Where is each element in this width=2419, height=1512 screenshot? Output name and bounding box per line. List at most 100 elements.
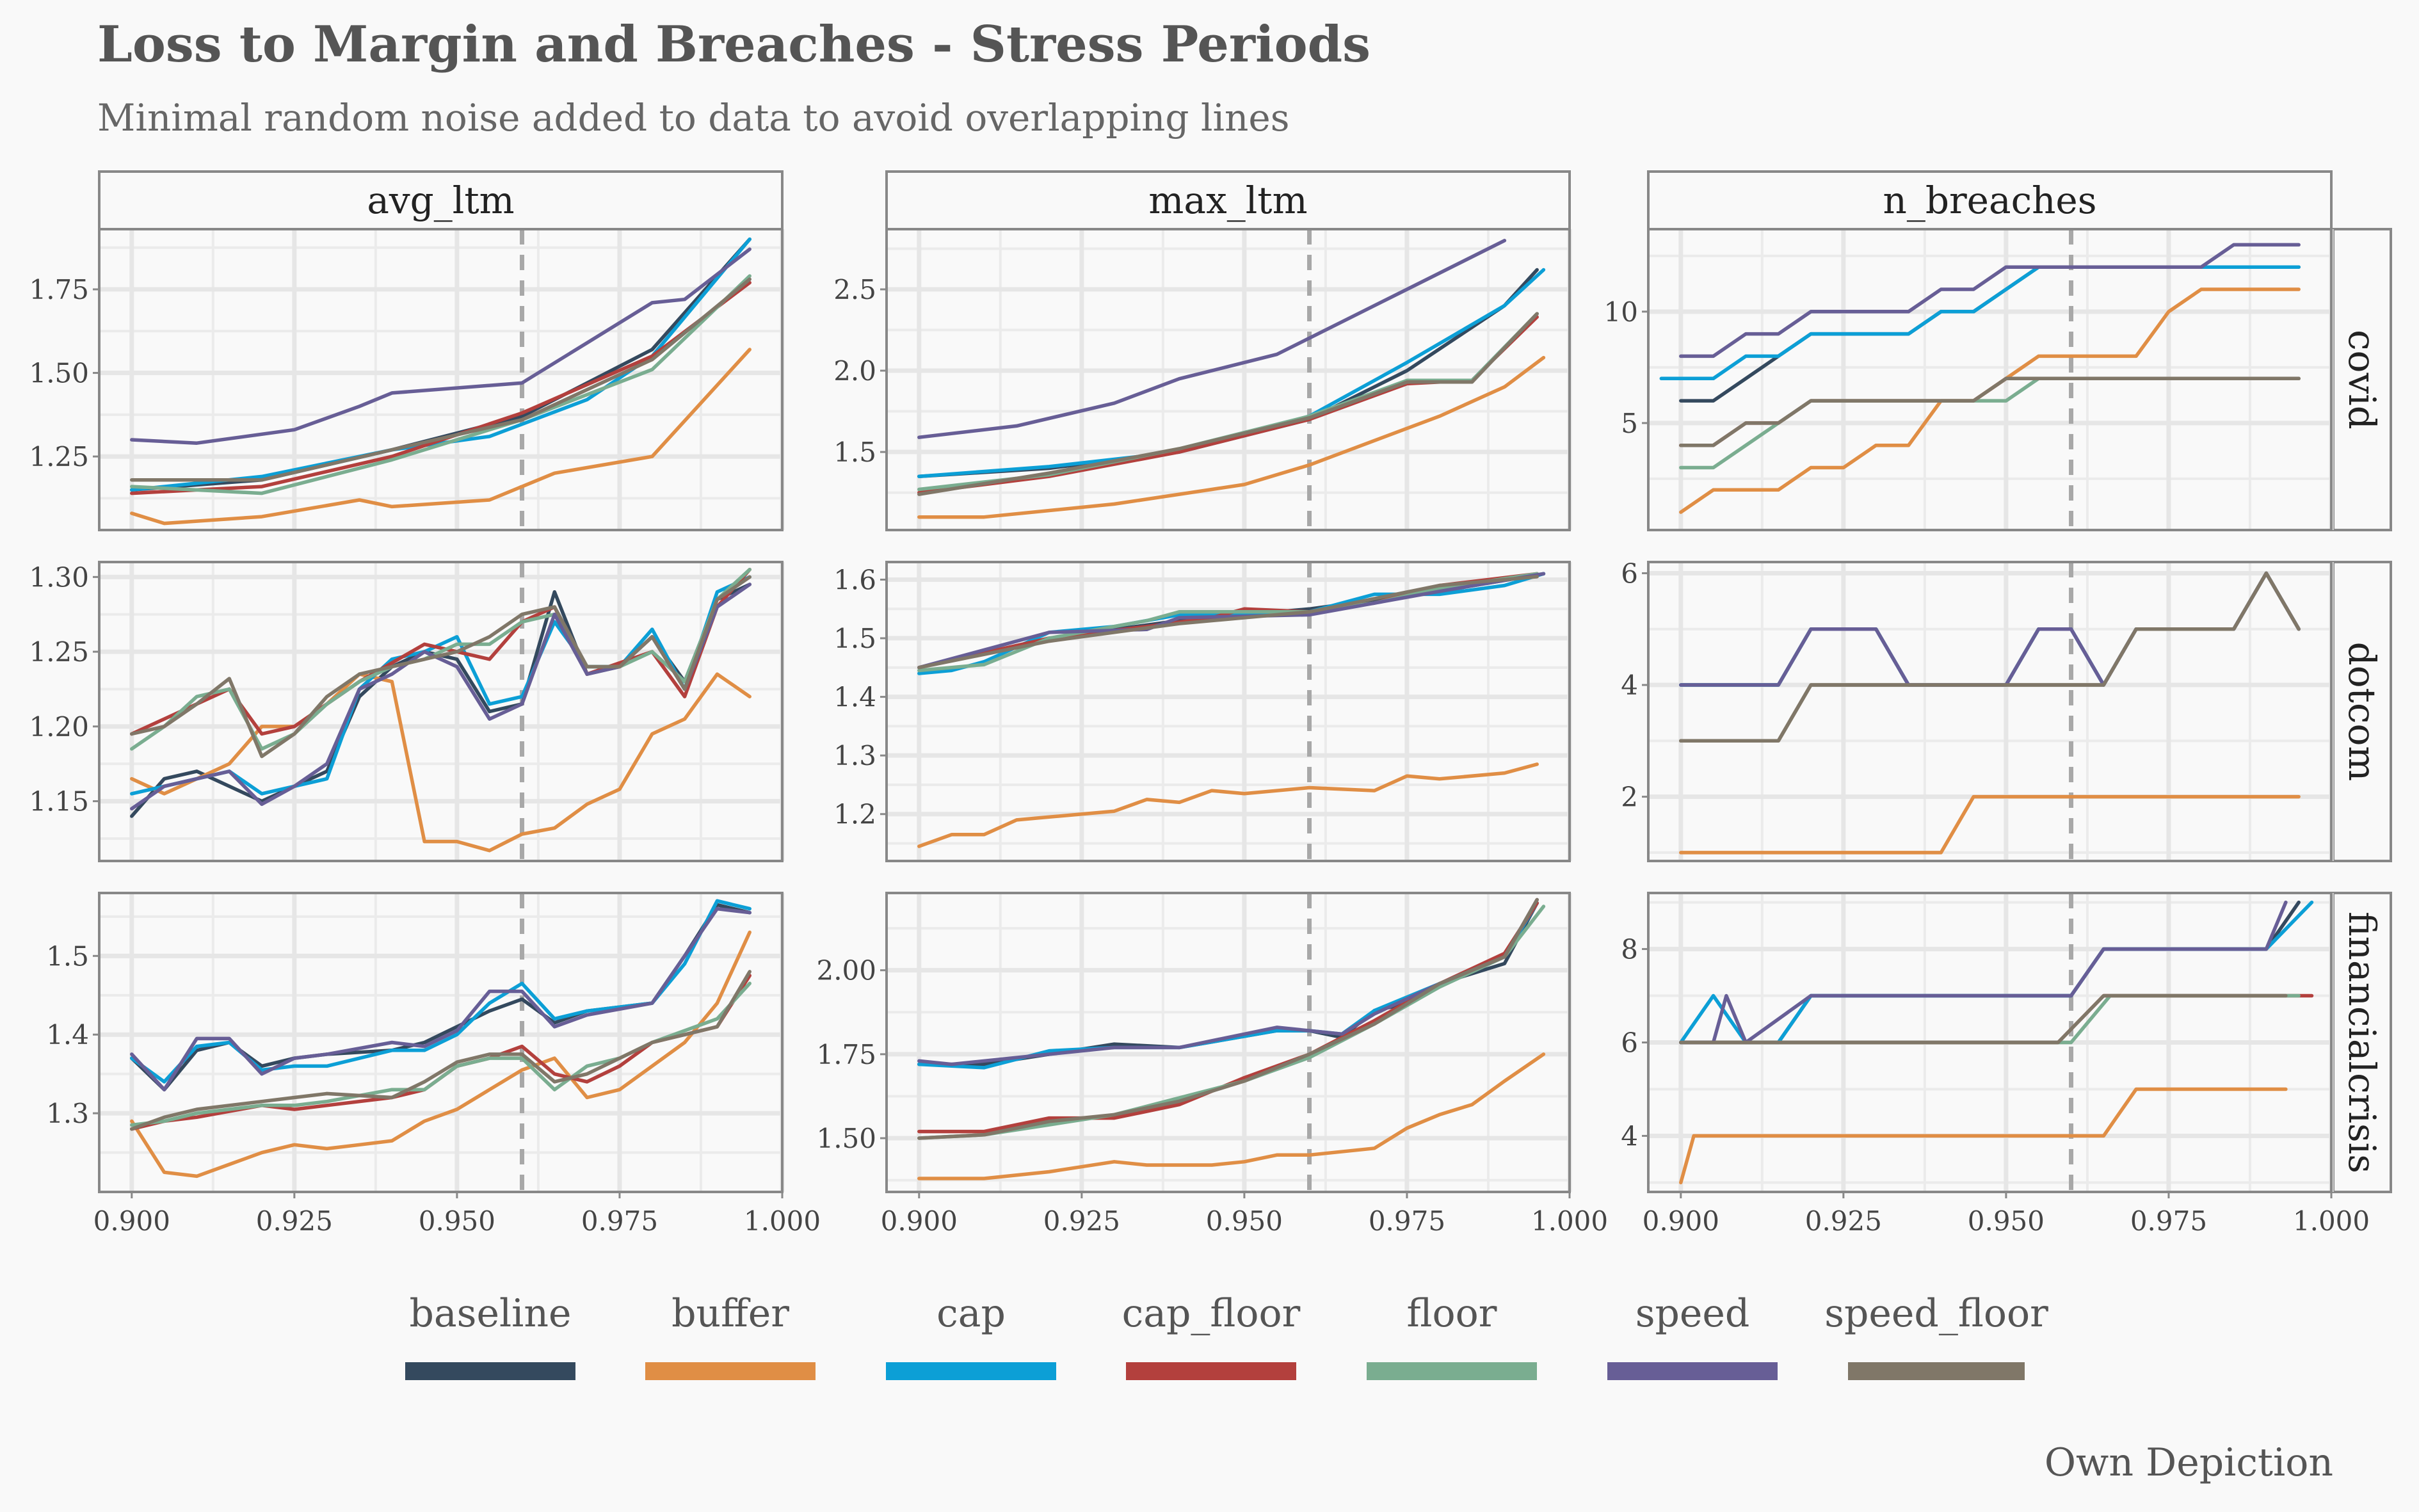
y-tick-label: 2.5 — [833, 274, 876, 305]
panel-border — [98, 892, 784, 1193]
series-line-baseline — [130, 583, 751, 818]
series-line-cap — [130, 899, 751, 1084]
y-tick-label: 1.4 — [833, 682, 876, 713]
x-tick-label: 1.000 — [744, 1205, 821, 1237]
y-tick-label: 1.6 — [833, 564, 876, 595]
facet-strip-covid — [2332, 228, 2392, 531]
x-tick-label: 0.950 — [419, 1205, 495, 1237]
x-tick-label: 0.925 — [256, 1205, 333, 1237]
legend-item-cap: cap — [886, 1291, 1056, 1380]
panel-border — [98, 561, 784, 862]
series-line-floor — [130, 274, 751, 495]
legend-item-baseline: baseline — [405, 1291, 575, 1380]
facet-column-label: n_breaches — [1883, 179, 2096, 222]
series-line-speed_floor — [917, 897, 1539, 1140]
panel-max_ltm-dotcom: 1.2 1.3 1.4 1.5 1.6 — [833, 561, 1572, 862]
legend-item-buffer: buffer — [645, 1291, 816, 1380]
panel-max_ltm-covid: 1.5 2.0 2.5 — [833, 228, 1572, 531]
legend-swatch-floor — [1367, 1362, 1537, 1380]
legend-item-speed_floor: speed_floor — [1824, 1291, 2048, 1380]
series-line-buffer — [130, 348, 751, 526]
series-line-speed_floor — [1679, 376, 2301, 447]
panel-avg_ltm-covid: 1.25 1.50 1.75 — [29, 228, 785, 531]
facet-column-label: avg_ltm — [367, 179, 514, 222]
y-tick-label: 6 — [1621, 558, 1638, 589]
legend-swatch-cap_floor — [1126, 1362, 1296, 1380]
legend-label: floor — [1407, 1291, 1497, 1336]
y-tick-label: 1.25 — [29, 441, 89, 472]
x-tick-label: 0.900 — [881, 1205, 958, 1237]
legend-swatch-buffer — [645, 1362, 816, 1380]
series-line-floor — [917, 572, 1539, 673]
panel-border — [885, 892, 1571, 1193]
series-line-speed — [130, 906, 751, 1091]
facet-row-label: financialcrisis — [2340, 912, 2384, 1173]
series-line-buffer — [1679, 1087, 2288, 1185]
y-tick-label: 1.30 — [29, 561, 89, 593]
panel-n_breaches-financialcrisis: 4 6 8 0.900 0.925 0.950 0.975 1.000 — [1621, 892, 2370, 1237]
panel-border — [1647, 561, 2333, 862]
legend-swatch-baseline — [405, 1362, 575, 1380]
y-tick-label: 1.50 — [29, 358, 89, 389]
y-tick-label: 2 — [1621, 782, 1638, 813]
series-line-speed — [1679, 243, 2301, 358]
series-line-buffer — [917, 762, 1539, 848]
facet-row-label: covid — [2340, 330, 2384, 430]
series-line-floor — [1679, 993, 2301, 1045]
series-line-speed_floor — [130, 970, 751, 1131]
chart-title: Loss to Margin and Breaches - Stress Per… — [97, 15, 1370, 74]
series-line-speed_floor — [917, 312, 1539, 496]
series-line-cap — [917, 268, 1546, 478]
series-line-cap — [917, 572, 1546, 675]
panel-border — [1647, 228, 2333, 531]
legend: baseline buffer cap cap_floor floor speed spee… — [405, 1291, 2048, 1380]
facet-strip-max_ltm — [885, 170, 1571, 230]
series-line-speed — [917, 239, 1507, 439]
y-tick-label: 1.5 — [46, 940, 89, 972]
y-tick-label: 4 — [1621, 1120, 1638, 1152]
y-tick-label: 1.4 — [46, 1019, 89, 1050]
series-line-floor — [1679, 571, 2301, 743]
y-tick-label: 6 — [1621, 1027, 1638, 1059]
legend-item-cap_floor: cap_floor — [1122, 1291, 1301, 1380]
legend-label: speed — [1635, 1291, 1750, 1336]
panel-avg_ltm-financialcrisis: 1.3 1.4 1.5 0.900 0.925 0.950 0.975 1.000 — [46, 892, 821, 1237]
series-line-speed_floor — [130, 277, 751, 482]
facet-strip-avg_ltm — [98, 170, 784, 230]
series-line-floor — [130, 567, 751, 751]
legend-label: speed_floor — [1824, 1291, 2048, 1336]
legend-label: baseline — [409, 1291, 571, 1336]
x-tick-label: 0.975 — [2130, 1205, 2207, 1237]
legend-label: cap_floor — [1122, 1291, 1301, 1336]
y-tick-label: 1.15 — [29, 786, 89, 817]
y-tick-label: 1.3 — [46, 1098, 89, 1129]
series-line-speed — [1679, 900, 2288, 1045]
series-line-speed_floor — [130, 575, 751, 759]
facet-column-label: max_ltm — [1148, 179, 1307, 222]
series-line-buffer — [130, 930, 751, 1178]
legend-label: buffer — [671, 1291, 789, 1336]
x-tick-label: 0.925 — [1805, 1205, 1882, 1237]
series-line-buffer — [917, 355, 1546, 519]
y-tick-label: 1.75 — [29, 274, 89, 305]
series-line-floor — [917, 905, 1546, 1140]
chart-subtitle: Minimal random noise added to data to av… — [97, 96, 1290, 140]
x-tick-label: 0.975 — [581, 1205, 658, 1237]
series-line-speed — [917, 572, 1546, 670]
y-tick-label: 1.50 — [816, 1123, 876, 1154]
y-tick-label: 1.20 — [29, 711, 89, 743]
series-line-cap_floor — [917, 315, 1539, 495]
series-line-speed — [130, 583, 751, 811]
panel-avg_ltm-dotcom: 1.15 1.20 1.25 1.30 — [29, 561, 785, 862]
y-tick-label: 2.00 — [816, 955, 876, 986]
panel-border — [98, 228, 784, 531]
panel-border — [885, 561, 1571, 862]
series-line-floor — [130, 981, 751, 1127]
series-line-baseline — [917, 268, 1539, 478]
facet-strip-dotcom — [2332, 561, 2392, 862]
y-tick-label: 1.5 — [833, 623, 876, 654]
x-tick-label: 1.000 — [2293, 1205, 2370, 1237]
y-tick-label: 10 — [1604, 296, 1638, 328]
y-tick-label: 2.0 — [833, 355, 876, 387]
